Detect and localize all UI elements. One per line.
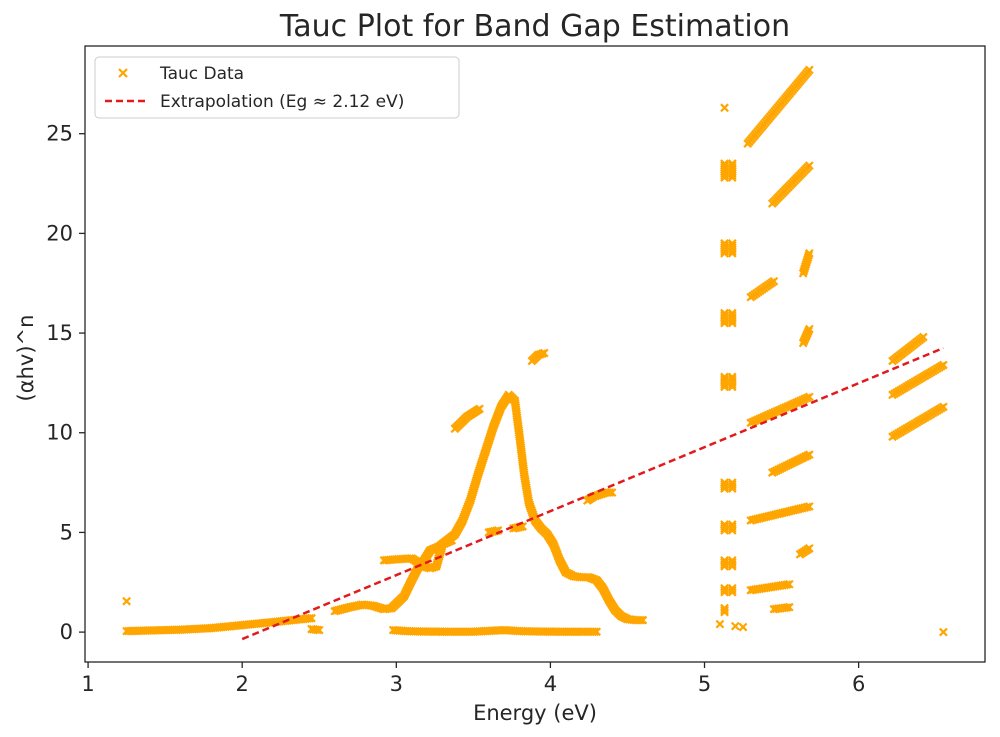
tauc-data-point (804, 502, 814, 511)
x-tick-label: 1 (81, 672, 94, 696)
tauc-data-point (784, 602, 794, 612)
tauc-data-point (804, 248, 814, 258)
x-axis-label: Energy (eV) (473, 701, 597, 725)
tauc-data-point (720, 161, 729, 170)
tauc-data-point (720, 520, 729, 529)
legend-label-tauc-data: Tauc Data (159, 64, 244, 84)
tauc-data-point (720, 603, 729, 613)
legend-marker-tauc-data (118, 68, 128, 78)
tauc-data-point (720, 605, 729, 615)
tauc-data-point (636, 615, 646, 625)
tauc-data-point (720, 238, 729, 248)
tauc-data-point (727, 159, 737, 168)
tauc-data-point (720, 308, 729, 318)
tauc-data-point (730, 621, 740, 631)
tauc-data-point (715, 619, 725, 629)
tauc-data-point (720, 557, 729, 567)
tauc-data-point (918, 332, 928, 342)
tauc-data-point (782, 580, 792, 589)
tauc-data-point (727, 240, 737, 250)
y-tick-label: 25 (46, 122, 73, 146)
x-tick-label: 4 (544, 672, 557, 696)
tauc-data-point (720, 478, 729, 487)
tauc-data-point (720, 480, 729, 489)
tauc-data-point (720, 522, 729, 531)
legend-label-extrapolation: Extrapolation (Eg ≈ 2.12 eV) (160, 92, 404, 112)
x-tick-label: 2 (236, 672, 249, 696)
tauc-data-point (804, 392, 814, 402)
tauc-data-point (720, 555, 729, 565)
tauc-data-point (720, 103, 729, 113)
tauc-data-point (804, 450, 814, 460)
tauc-data-point (804, 65, 814, 75)
tauc-data-point (720, 159, 729, 168)
tauc-data-point (939, 627, 948, 637)
tauc-data-point (939, 402, 948, 412)
tauc-data-point (784, 579, 794, 589)
tauc-data-point (727, 478, 737, 487)
y-axis-ticks: 0 5 10 15 20 25 (46, 122, 85, 644)
tauc-data-point (475, 404, 484, 414)
plot-area (122, 65, 948, 641)
tauc-data-point (727, 520, 737, 529)
tauc-data-point (727, 310, 737, 320)
tauc-data-point (727, 555, 737, 565)
tauc-data-point (782, 603, 792, 612)
tauc-data-point (727, 161, 737, 170)
tauc-data-point (607, 488, 617, 497)
tauc-data-point (314, 625, 324, 635)
tauc-data-point (539, 348, 549, 358)
tauc-data-point (727, 522, 737, 531)
x-tick-label: 3 (390, 672, 403, 696)
extrapolation-line (241, 346, 944, 641)
tauc-data-point (939, 360, 948, 370)
legend: Tauc Data Extrapolation (Eg ≈ 2.12 eV) (94, 56, 460, 119)
tauc-data-point (804, 543, 814, 553)
tauc-data-point (720, 374, 729, 384)
tauc-data-point (720, 372, 729, 382)
tauc-data-point (727, 238, 737, 248)
tauc-data-point (769, 276, 779, 286)
tauc-data-point (727, 308, 737, 318)
tauc-data-point (804, 324, 814, 334)
tauc-data-point (590, 627, 600, 637)
tauc-data-point (720, 240, 729, 250)
tauc-data-point (305, 613, 314, 623)
tauc-data-point (312, 625, 322, 635)
chart-title: Tauc Plot for Band Gap Estimation (279, 9, 790, 44)
tauc-data-point (727, 557, 737, 567)
x-tick-label: 5 (698, 672, 711, 696)
x-tick-label: 6 (852, 672, 865, 696)
legend-box (94, 56, 460, 119)
tauc-data-point (804, 161, 814, 170)
tauc-data-point (727, 480, 737, 489)
tauc-data-point (720, 585, 729, 595)
tauc-data-point (720, 583, 729, 593)
tauc-data-point (720, 310, 729, 320)
y-tick-label: 15 (46, 321, 73, 345)
tauc-data-point (592, 627, 602, 637)
x-axis-ticks: 1 2 3 4 5 6 (81, 662, 865, 696)
tauc-data-point (122, 596, 131, 606)
y-tick-label: 0 (60, 620, 73, 644)
tauc-data-point (447, 536, 457, 545)
plot-frame (84, 45, 986, 663)
tauc-data-point (727, 583, 737, 593)
tauc-data-point (605, 488, 615, 497)
tauc-data-point (638, 615, 648, 625)
tauc-data-point (802, 502, 812, 512)
y-tick-label: 5 (60, 520, 73, 544)
y-tick-label: 20 (46, 221, 73, 245)
tauc-data-point (727, 585, 737, 595)
tauc-data-point (727, 372, 737, 382)
y-tick-label: 10 (46, 421, 73, 445)
tauc-data-point (727, 374, 737, 384)
y-axis-label: (αhv)^n (14, 315, 38, 402)
tauc-data-point (307, 613, 316, 623)
tauc-data-point (738, 622, 748, 632)
